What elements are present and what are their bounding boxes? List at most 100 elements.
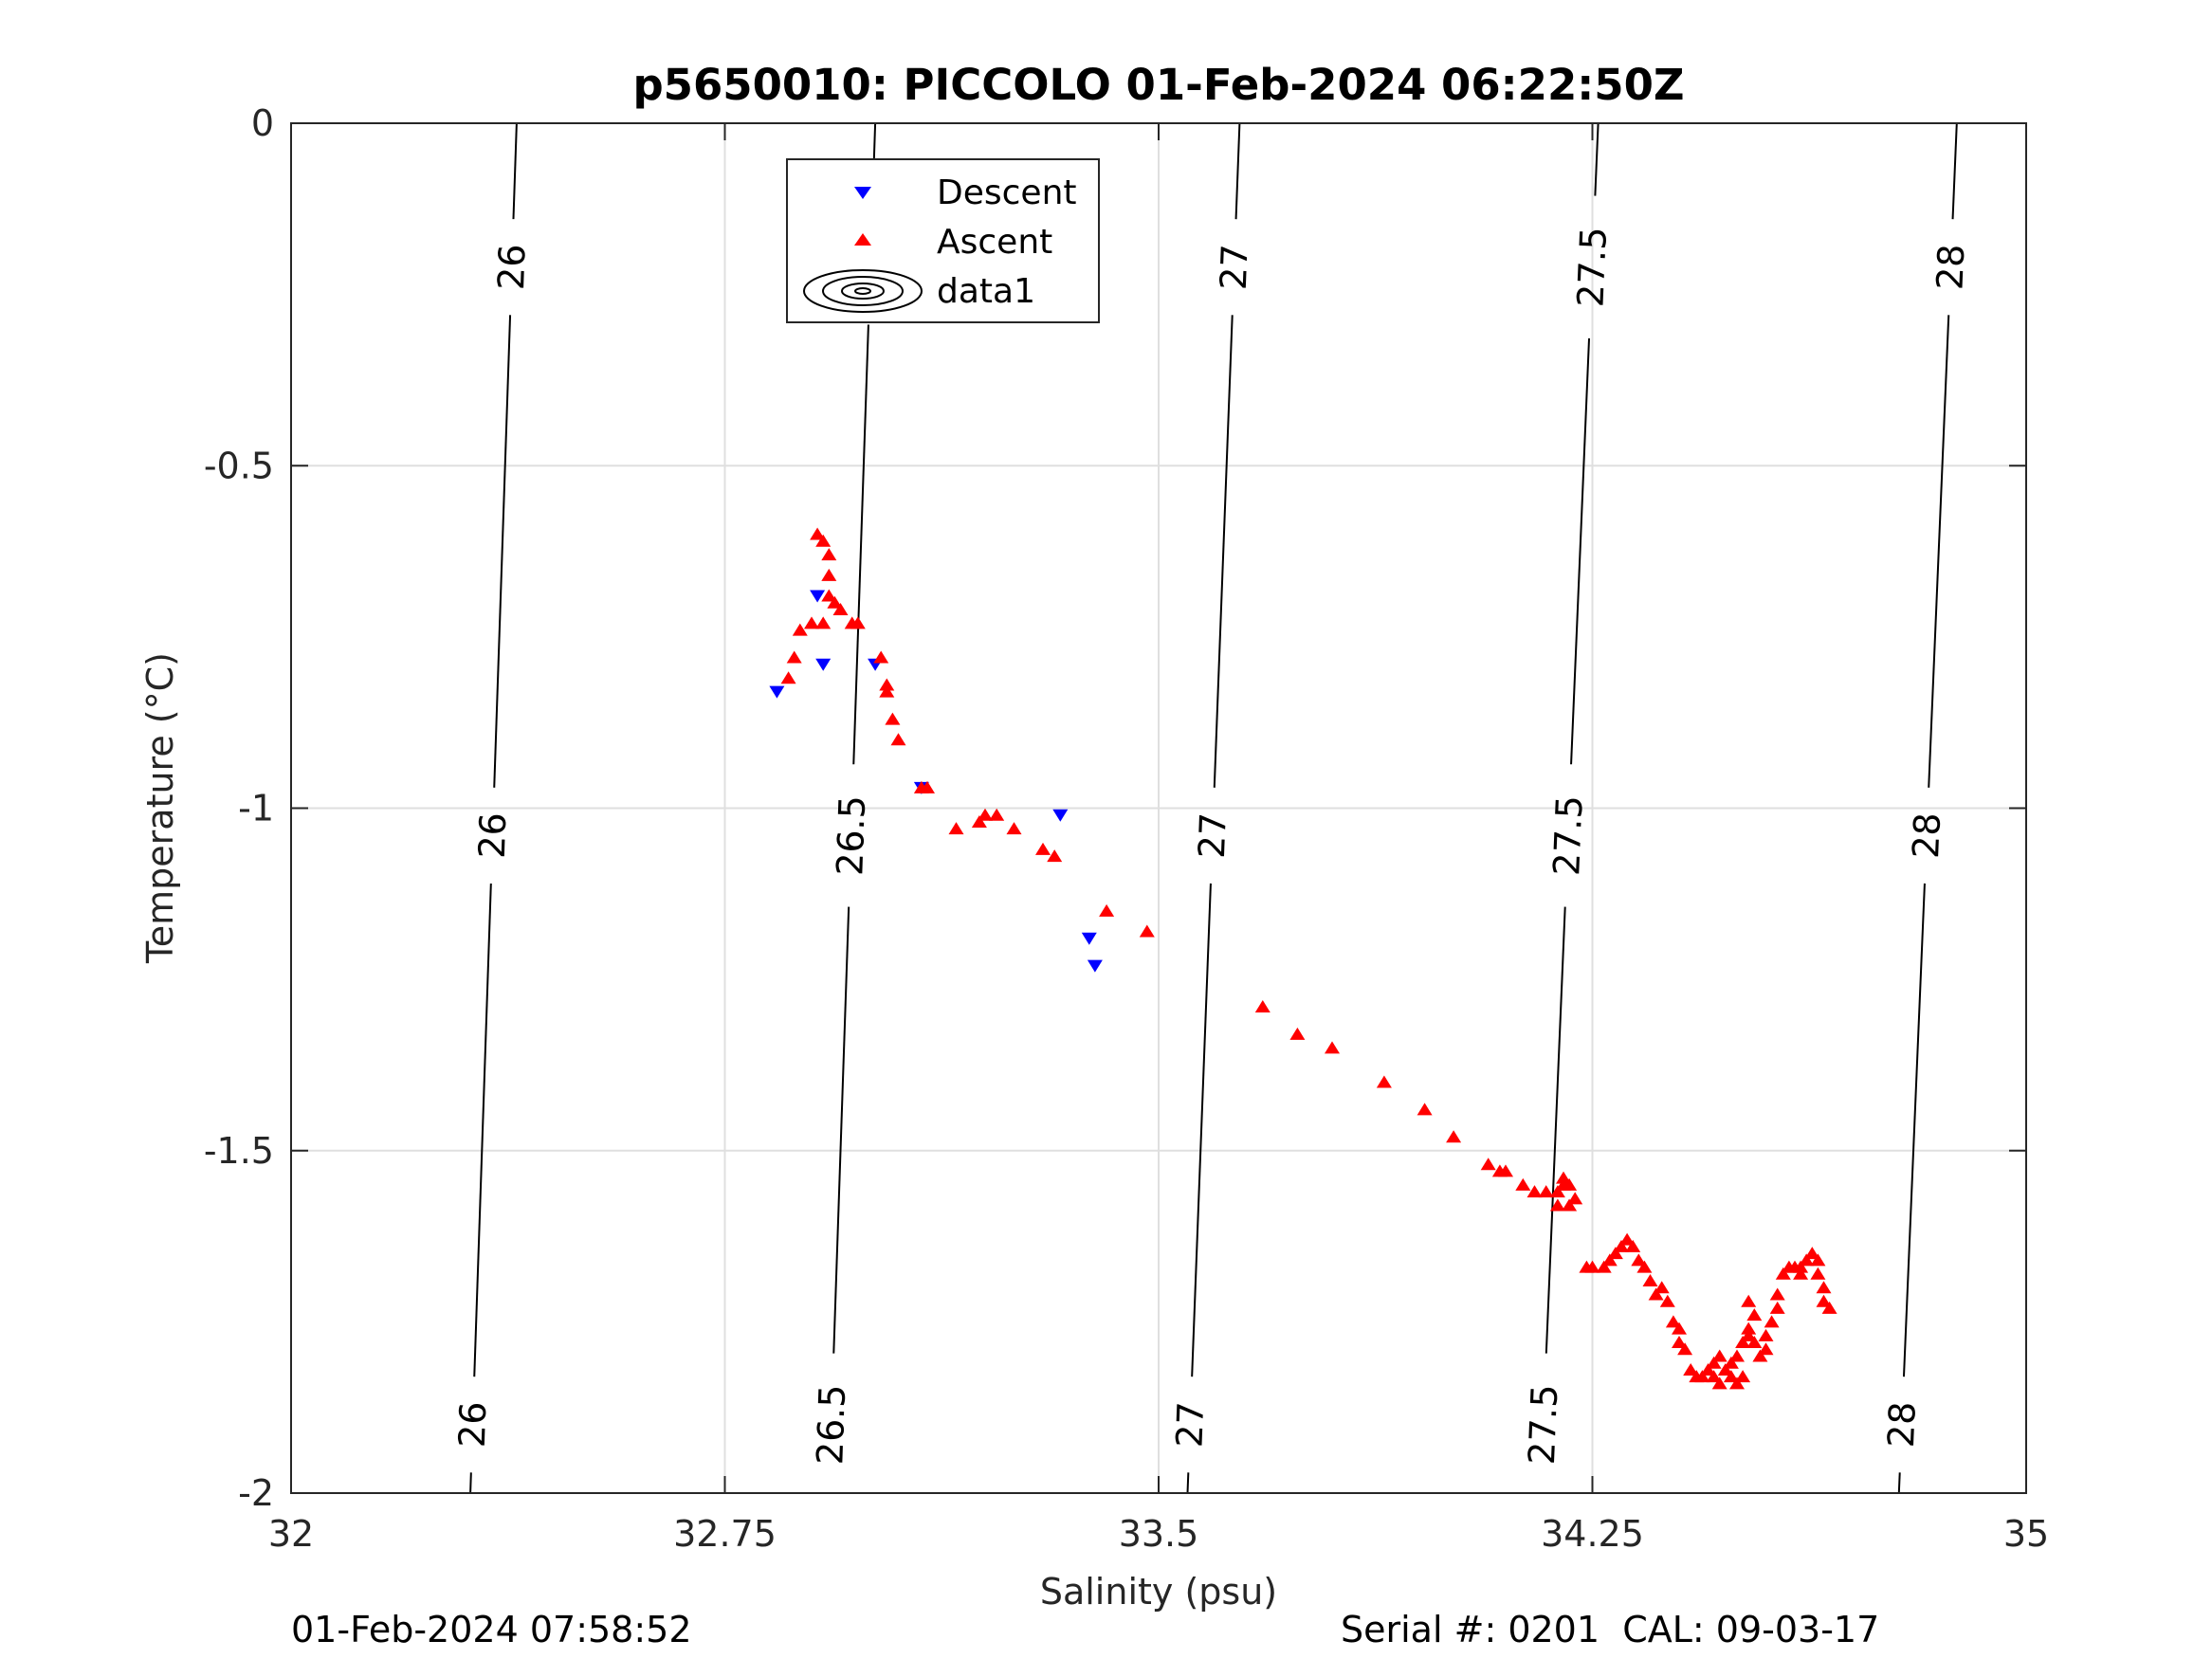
ascent-point xyxy=(1821,1301,1837,1314)
x-tick-label: 34.25 xyxy=(1541,1513,1644,1555)
ascent-point xyxy=(1706,1370,1722,1383)
density-contour-label: 27 xyxy=(1213,244,1256,291)
ascent-point xyxy=(1614,1239,1629,1252)
density-contour-line xyxy=(1186,1472,1190,1494)
ascent-point xyxy=(1672,1336,1687,1349)
x-tick-label: 33.5 xyxy=(1119,1513,1199,1555)
density-contours: 26262626.526.526.527272727.527.527.52828… xyxy=(451,122,1972,1494)
ascent-point xyxy=(1139,924,1155,938)
density-contour-line xyxy=(1213,315,1234,788)
ascent-point xyxy=(1665,1315,1681,1328)
ascent-point xyxy=(1636,1260,1653,1273)
x-tick-label: 35 xyxy=(2003,1513,2049,1555)
y-tick-label: 0 xyxy=(251,102,274,144)
density-contour-line xyxy=(1897,1472,1901,1494)
ascent-point xyxy=(1538,1185,1554,1198)
footer-serial-cal: Serial #: 0201 CAL: 09-03-17 xyxy=(1341,1609,1880,1650)
ascent-point xyxy=(1717,1362,1733,1376)
ascent-point xyxy=(1648,1287,1664,1301)
ascent-point xyxy=(1729,1349,1745,1362)
legend-data1-label: data1 xyxy=(937,272,1035,311)
ascent-point xyxy=(1619,1232,1636,1246)
data-points xyxy=(769,527,1837,1390)
descent-point xyxy=(810,590,826,603)
ascent-point xyxy=(1804,1247,1820,1260)
density-contour-line xyxy=(1191,883,1212,1377)
ascent-point xyxy=(786,650,802,664)
ascent-point xyxy=(1711,1376,1728,1390)
y-axis-label: Temperature (°C) xyxy=(139,652,181,964)
legend-ascent-label: Ascent xyxy=(937,223,1052,262)
ascent-point xyxy=(1758,1328,1774,1341)
density-contour-line xyxy=(493,315,512,788)
ascent-point xyxy=(920,780,935,793)
ascent-point xyxy=(1567,1192,1583,1205)
ascent-point xyxy=(989,808,1005,821)
ascent-point xyxy=(1741,1328,1757,1341)
ascent-point xyxy=(1562,1177,1578,1191)
ascent-point xyxy=(1735,1370,1751,1383)
density-contour-line xyxy=(1594,122,1600,196)
ascent-point xyxy=(815,616,832,629)
x-axis-label: Salinity (psu) xyxy=(1040,1571,1277,1613)
y-tick-label: -1 xyxy=(238,788,274,830)
descent-point xyxy=(1052,809,1069,822)
ascent-point xyxy=(1631,1253,1647,1267)
y-tick-label: -0.5 xyxy=(204,445,274,486)
legend-contour-icon xyxy=(803,269,923,313)
ascent-point xyxy=(1654,1281,1670,1294)
ascent-point xyxy=(1775,1267,1791,1280)
ascent-point xyxy=(1729,1376,1745,1390)
legend-box xyxy=(786,158,1100,323)
ascent-point xyxy=(1741,1322,1757,1335)
ascent-point xyxy=(1810,1267,1826,1280)
ascent-point xyxy=(873,650,889,664)
ascent-point xyxy=(1672,1322,1687,1335)
density-contour-label: 26.5 xyxy=(829,794,873,876)
ascent-point xyxy=(1642,1274,1658,1287)
ascent-point xyxy=(850,616,866,629)
legend-ascent-marker-icon xyxy=(854,233,871,246)
legend-descent-label: Descent xyxy=(937,173,1077,212)
ascent-point xyxy=(1659,1294,1675,1307)
ascent-point xyxy=(810,527,826,540)
ascent-point xyxy=(1607,1247,1623,1260)
density-contour-line xyxy=(1570,337,1591,765)
density-contour-label: 26 xyxy=(471,811,515,859)
density-contour-line xyxy=(1234,122,1241,220)
density-contour-line xyxy=(473,883,492,1377)
ascent-point xyxy=(1325,1041,1340,1054)
ascent-point xyxy=(804,616,819,629)
ascent-point xyxy=(1556,1171,1571,1184)
density-contour-label: 26.5 xyxy=(809,1384,853,1466)
ascent-point xyxy=(1417,1103,1433,1116)
ascent-point xyxy=(1289,1027,1306,1040)
ascent-point xyxy=(827,595,843,609)
ascent-point xyxy=(821,568,837,581)
ascent-point xyxy=(1769,1287,1785,1301)
density-contour-label: 27 xyxy=(1168,1401,1212,1449)
density-contour-line xyxy=(1902,883,1926,1377)
density-contour-label: 28 xyxy=(1905,811,1948,859)
ascent-point xyxy=(1816,1281,1832,1294)
ascent-point xyxy=(1769,1301,1785,1314)
density-contour-line xyxy=(512,122,518,220)
density-contour-label: 27 xyxy=(1191,811,1234,859)
y-tick-label: -1.5 xyxy=(204,1130,274,1172)
density-contour-line xyxy=(1928,315,1950,788)
legend-descent-marker-icon xyxy=(854,187,871,199)
descent-point xyxy=(815,658,832,671)
ascent-point xyxy=(1480,1158,1496,1171)
density-contour-label: 27.5 xyxy=(1521,1384,1566,1466)
ascent-point xyxy=(1706,1356,1722,1369)
ascent-point xyxy=(780,671,796,684)
ascent-point xyxy=(1099,903,1115,917)
density-contour-label: 28 xyxy=(1929,244,1972,291)
ascent-point xyxy=(1498,1164,1513,1177)
x-tick-label: 32 xyxy=(268,1513,314,1555)
chart-title: p5650010: PICCOLO 01-Feb-2024 06:22:50Z xyxy=(632,60,1684,110)
ascent-point xyxy=(1526,1185,1543,1198)
ascent-point xyxy=(1741,1294,1757,1307)
ascent-point xyxy=(1584,1260,1600,1273)
ascent-point xyxy=(1752,1349,1768,1362)
